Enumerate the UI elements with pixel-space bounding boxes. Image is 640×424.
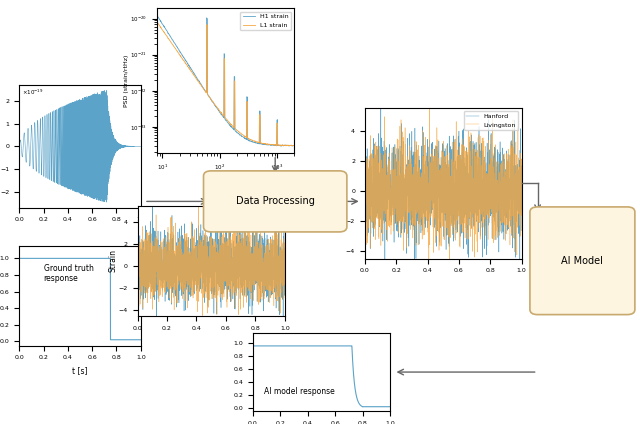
Line: Hanford Noise: Hanford Noise (138, 203, 285, 320)
Livingston (361, 196, 369, 201)
Livingston (426, 104, 433, 109)
Livingston Noise (207, 237, 215, 242)
Livingston Noise (195, 199, 202, 204)
Hanford Noise (210, 311, 218, 316)
Hanford Noise (134, 256, 141, 261)
Y-axis label: Input: Input (335, 173, 344, 193)
FancyBboxPatch shape (204, 171, 347, 232)
Hanford Noise (281, 264, 289, 269)
Line: Livingston Noise: Livingston Noise (138, 201, 285, 316)
H1 strain (245, 138, 253, 143)
Line: Livingston: Livingston (365, 106, 522, 260)
Y-axis label: PSD (strain/rtHz): PSD (strain/rtHz) (124, 54, 129, 107)
Livingston Noise (211, 257, 218, 262)
Livingston Noise (134, 269, 141, 274)
Text: AI model response: AI model response (264, 387, 335, 396)
Hanford (406, 169, 414, 174)
X-axis label: t [s]: t [s] (72, 366, 88, 375)
Livingston Noise (177, 234, 184, 239)
Line: H1 strain: H1 strain (157, 15, 294, 146)
Line: Hanford: Hanford (365, 100, 522, 259)
Livingston (477, 179, 484, 184)
L1 strain (153, 19, 161, 24)
Livingston (421, 216, 429, 221)
Livingston Noise (281, 281, 289, 286)
Livingston Noise (190, 279, 198, 284)
Hanford Noise (207, 257, 215, 262)
Hanford Noise (243, 239, 250, 244)
H1 strain (257, 141, 264, 146)
H1 strain (177, 51, 185, 56)
Livingston (518, 212, 525, 217)
L1 strain (257, 140, 264, 145)
Hanford Noise (211, 285, 218, 290)
Livingston (406, 148, 414, 153)
Livingston (442, 225, 450, 230)
L1 strain (291, 143, 298, 148)
Legend: Hanford Noise, Livingston Noise: Hanford Noise, Livingston Noise (217, 209, 282, 226)
Hanford Noise (190, 246, 198, 251)
H1 strain (153, 12, 161, 17)
Y-axis label: Strain: Strain (108, 249, 117, 272)
Text: AI Model: AI Model (561, 256, 604, 266)
L1 strain (215, 107, 223, 112)
Hanford (442, 247, 450, 252)
Line: L1 strain: L1 strain (157, 22, 294, 146)
Text: $\times 10^{-19}$: $\times 10^{-19}$ (22, 87, 43, 97)
Livingston Noise (198, 313, 206, 318)
Livingston (440, 181, 447, 186)
H1 strain (234, 130, 242, 135)
L1 strain (245, 136, 253, 141)
Livingston Noise (210, 295, 218, 300)
Hanford (477, 148, 484, 153)
Hanford (443, 225, 451, 230)
Hanford (381, 257, 388, 262)
Text: Ground truth
response: Ground truth response (44, 264, 93, 283)
H1 strain (215, 109, 223, 114)
Hanford (440, 172, 447, 177)
Legend: Hanford, Livingston: Hanford, Livingston (463, 111, 518, 130)
Hanford Noise (152, 317, 160, 322)
Livingston (445, 257, 453, 262)
H1 strain (278, 144, 285, 149)
Hanford (421, 172, 429, 177)
L1 strain (234, 128, 242, 133)
FancyBboxPatch shape (530, 207, 635, 315)
H1 strain (188, 68, 196, 73)
Hanford (361, 177, 369, 182)
L1 strain (177, 55, 185, 60)
Text: Data Processing: Data Processing (236, 196, 315, 206)
Livingston Noise (243, 262, 250, 267)
L1 strain (188, 70, 196, 75)
X-axis label: Freq (Hz): Freq (Hz) (210, 177, 241, 184)
Hanford Noise (148, 200, 156, 205)
L1 strain (289, 143, 296, 148)
Legend: H1 strain, L1 strain: H1 strain, L1 strain (240, 11, 291, 31)
Hanford Noise (177, 247, 184, 252)
Hanford (518, 189, 525, 194)
Hanford (377, 97, 385, 102)
H1 strain (291, 143, 298, 148)
Livingston (442, 169, 450, 174)
